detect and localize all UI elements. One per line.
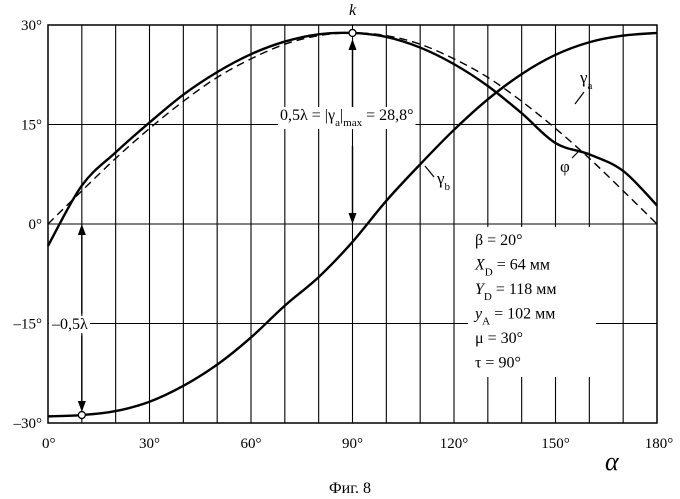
y-tick-label: 15° [21, 118, 42, 134]
point-k [349, 29, 356, 36]
x-tick-label: 30° [139, 436, 160, 452]
param-beta: β = 20° [475, 232, 523, 249]
x-tick-label: 180° [645, 436, 674, 452]
arrow-upper-head-top [349, 39, 357, 50]
figure-caption: Фиг. 8 [329, 480, 371, 497]
x-axis-label: α [605, 447, 620, 476]
parameter-list: β = 20° XD = 64 мм YD = 118 мм yA = 102 … [468, 227, 596, 377]
series-label-gamma-a: γa [579, 68, 593, 92]
y-tick-labels: 30° 15° 0° –15° –30° [13, 18, 43, 432]
minus-half-lambda-label: –0,5λ [51, 316, 88, 333]
x-tick-labels: 0° 30° 60° 90° 120° 150° 180° [42, 436, 673, 452]
leader-gamma-b [425, 166, 434, 177]
series-label-gamma-b: γb [436, 169, 451, 193]
x-tick-label: 0° [42, 436, 56, 452]
leader-gamma-a [575, 92, 584, 104]
y-tick-label: 30° [21, 18, 42, 34]
param-tau: τ = 90° [475, 355, 521, 372]
x-tick-label: 120° [440, 436, 469, 452]
point-label-k: k [349, 2, 357, 19]
arrow-upper-head-bottom [349, 213, 357, 224]
y-tick-label: –15° [13, 317, 43, 333]
series-label-phi: φ [560, 157, 570, 176]
param-mu: μ = 30° [475, 330, 523, 347]
arrow-lower-head-bottom [78, 401, 86, 412]
x-tick-label: 60° [241, 436, 262, 452]
x-tick-label: 150° [541, 436, 570, 452]
x-tick-label: 90° [342, 436, 363, 452]
y-tick-label: –30° [13, 416, 43, 432]
point-min [78, 412, 85, 419]
y-tick-label: 0° [29, 217, 43, 233]
arrow-lower-head-top [78, 224, 86, 235]
